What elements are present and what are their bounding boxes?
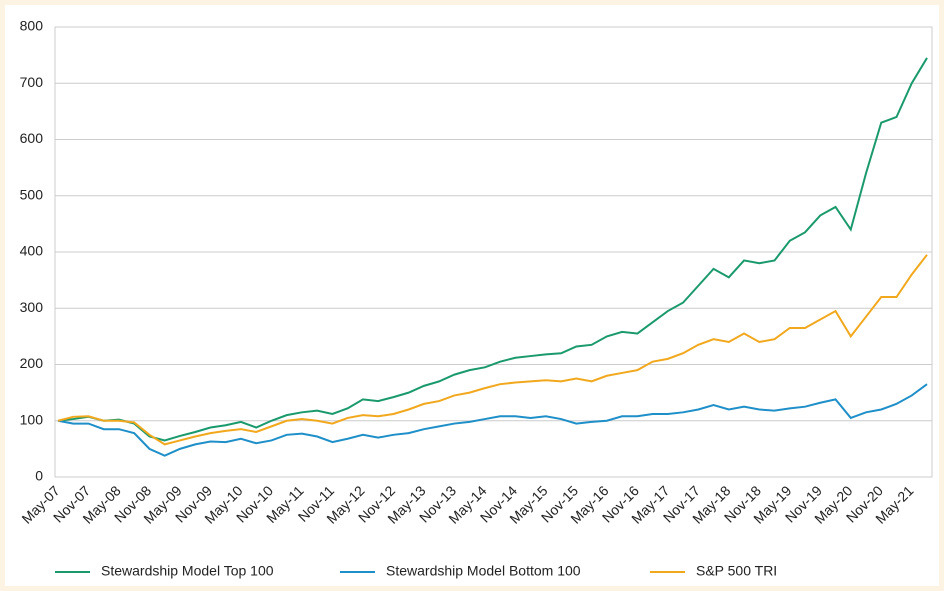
legend-label: Stewardship Model Bottom 100 (386, 563, 581, 579)
chart-background (5, 5, 939, 586)
y-tick-label: 600 (20, 130, 44, 146)
line-series (57, 57, 928, 442)
line-series (57, 254, 928, 446)
line-series (57, 383, 928, 457)
y-tick-label: 500 (20, 186, 44, 202)
y-tick-label: 0 (35, 468, 43, 484)
y-tick-label: 200 (20, 355, 44, 371)
y-tick-label: 800 (20, 18, 44, 34)
y-tick-label: 300 (20, 299, 44, 315)
y-tick-label: 100 (20, 411, 44, 427)
y-tick-label: 700 (20, 74, 44, 90)
y-tick-label: 400 (20, 243, 44, 259)
legend-label: Stewardship Model Top 100 (101, 563, 274, 579)
legend-label: S&P 500 TRI (696, 563, 777, 579)
